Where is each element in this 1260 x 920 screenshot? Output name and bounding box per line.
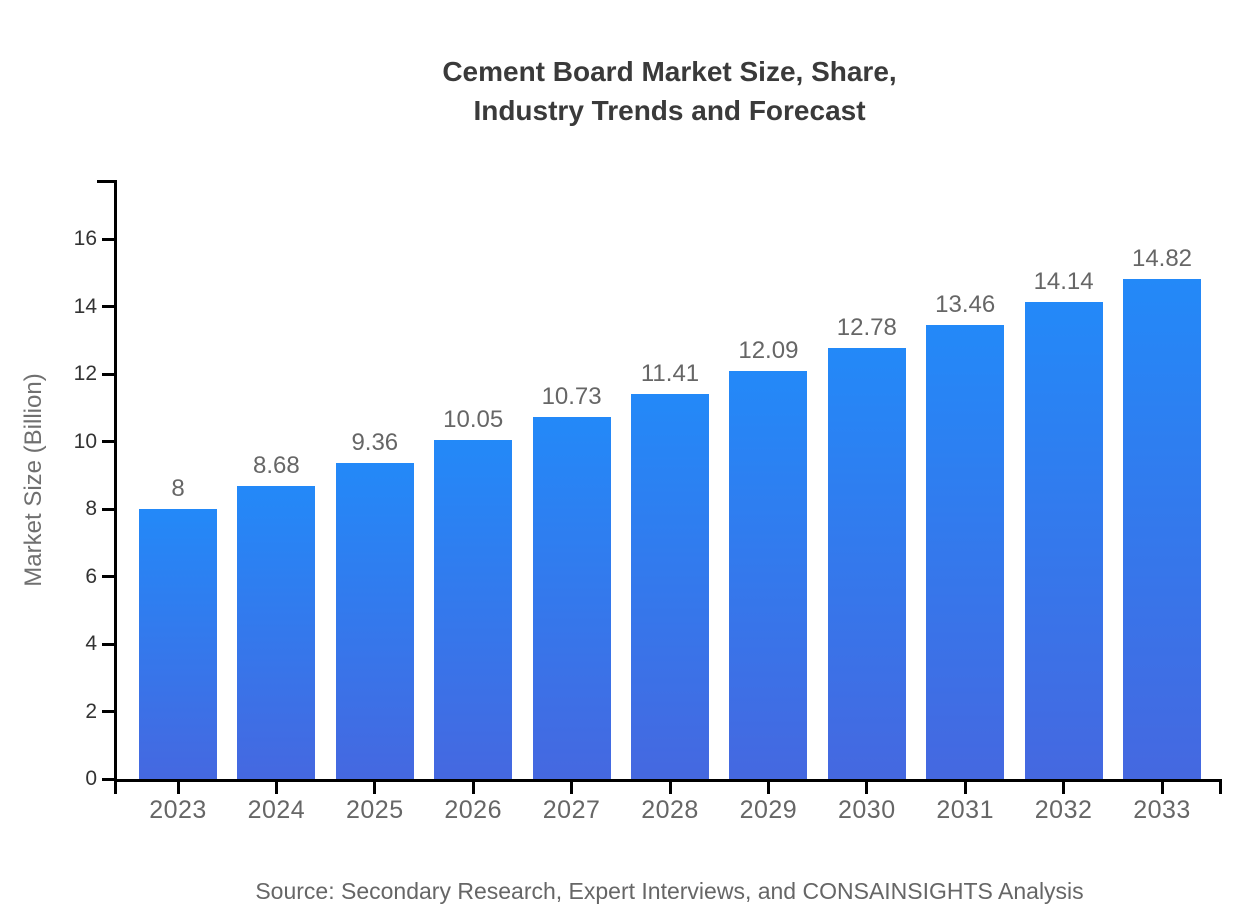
bar-2033 (1123, 278, 1201, 779)
bar-2031 (926, 324, 1005, 779)
x-tick-label: 2026 (444, 796, 502, 824)
x-tick (766, 782, 770, 794)
y-tick (102, 642, 114, 646)
chart-title: Cement Board Market Size, Share, Industr… (117, 52, 1222, 130)
x-tick-label: 2029 (739, 796, 798, 824)
y-tick-label: 14 (73, 294, 97, 318)
y-tick (102, 372, 114, 376)
bar-2028 (631, 393, 709, 779)
y-tick (102, 237, 114, 241)
y-tick (102, 507, 114, 511)
x-tick-label: 2032 (1034, 796, 1093, 824)
bar-2030 (827, 347, 906, 779)
bar-value-label: 11.41 (640, 359, 700, 387)
bar-value-label: 10.05 (443, 405, 504, 433)
bar-value-label: 10.73 (541, 382, 602, 410)
bar-value-label: 12.78 (836, 313, 897, 341)
bar-value-label: 8.68 (253, 452, 300, 480)
x-tick (963, 782, 967, 794)
bar-2025 (335, 463, 414, 779)
x-tick-label: 2027 (542, 796, 601, 824)
x-tick (865, 782, 869, 794)
y-tick-label: 8 (85, 497, 97, 521)
x-tick (1062, 782, 1066, 794)
y-axis-end-cap (97, 180, 114, 183)
x-tick-label: 2025 (345, 796, 404, 824)
x-tick (471, 782, 475, 794)
bar-value-label: 12.09 (738, 337, 799, 364)
y-tick-label: 6 (85, 564, 97, 588)
x-tick-label: 2030 (837, 796, 896, 824)
chart-title-line-1: Cement Board Market Size, Share, (442, 56, 897, 87)
y-tick (102, 575, 114, 579)
bar-2026 (434, 439, 513, 779)
chart-title-line-2: Industry Trends and Forecast (473, 95, 866, 126)
x-tick-label: 2024 (247, 796, 306, 824)
x-tick-label: 2033 (1133, 796, 1191, 824)
x-axis-end-cap (1219, 782, 1222, 794)
bar-2029 (729, 371, 808, 779)
y-tick-label: 10 (73, 429, 97, 453)
y-tick-label: 0 (85, 767, 97, 790)
y-axis-line (114, 180, 117, 794)
x-tick (274, 782, 278, 794)
x-tick (1160, 782, 1164, 794)
x-tick-label: 2031 (936, 796, 994, 824)
bar-2024 (237, 486, 316, 779)
plot-area: 0 2 4 6 8 10 12 14 16 8 2023 8.68 2024 9.36 2025 10.05 2… (74, 180, 1222, 824)
bar-2032 (1024, 301, 1103, 779)
x-tick (373, 782, 377, 794)
y-tick-label: 2 (85, 699, 97, 723)
y-tick (102, 777, 114, 781)
bar-value-label: 8 (171, 475, 185, 503)
bar-value-label: 14.14 (1033, 267, 1094, 295)
y-tick-label: 4 (85, 632, 97, 655)
y-tick (102, 440, 114, 444)
bar-value-label: 9.36 (351, 429, 399, 457)
bar-value-label: 14.82 (1131, 244, 1193, 272)
x-tick (668, 782, 672, 794)
y-tick-label: 12 (73, 362, 97, 386)
bar-value-label: 13.46 (935, 290, 996, 318)
bar-2023 (139, 509, 217, 779)
x-tick (570, 782, 574, 794)
bar-2027 (532, 416, 611, 779)
x-tick-label: 2028 (641, 796, 699, 824)
source-note: Source: Secondary Research, Expert Inter… (255, 878, 1084, 904)
y-axis-title: Market Size (Billion) (20, 373, 47, 587)
y-tick (102, 710, 114, 713)
x-axis-line (114, 779, 1222, 782)
x-tick (176, 782, 180, 794)
x-tick-label: 2023 (149, 796, 207, 824)
y-tick (102, 305, 114, 309)
y-tick-label: 16 (73, 227, 97, 251)
